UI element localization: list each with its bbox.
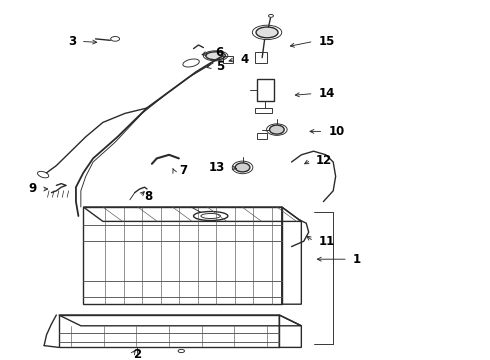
Text: 14: 14 bbox=[318, 87, 335, 100]
Ellipse shape bbox=[256, 27, 278, 38]
Ellipse shape bbox=[206, 52, 225, 60]
Text: 9: 9 bbox=[28, 183, 37, 195]
Text: 11: 11 bbox=[318, 235, 335, 248]
Ellipse shape bbox=[235, 163, 250, 172]
Text: 15: 15 bbox=[318, 35, 335, 48]
Text: 7: 7 bbox=[179, 165, 187, 177]
Text: 13: 13 bbox=[209, 161, 225, 174]
Text: 10: 10 bbox=[328, 125, 344, 138]
Text: 8: 8 bbox=[145, 190, 153, 203]
Text: 12: 12 bbox=[316, 154, 332, 167]
Text: 5: 5 bbox=[216, 60, 224, 73]
Text: 2: 2 bbox=[133, 348, 141, 360]
Text: 3: 3 bbox=[68, 35, 76, 48]
Text: 1: 1 bbox=[353, 253, 361, 266]
Ellipse shape bbox=[270, 125, 284, 134]
Text: 4: 4 bbox=[240, 53, 248, 66]
Text: 6: 6 bbox=[216, 46, 224, 59]
